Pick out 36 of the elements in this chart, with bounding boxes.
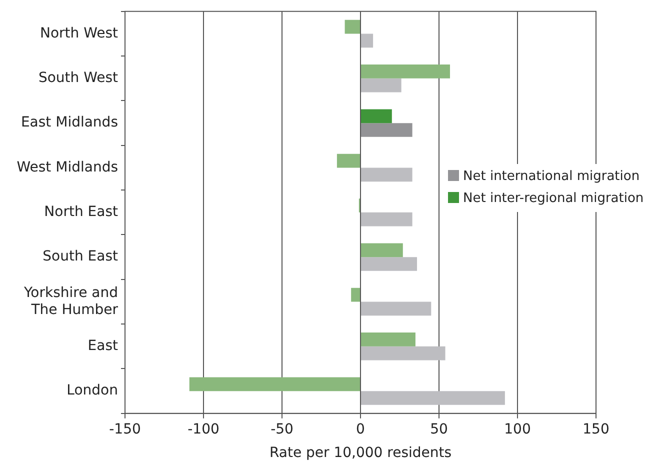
x-tick-label: -100	[188, 421, 220, 438]
y-tick-label: London	[66, 382, 118, 399]
y-tick-label: South East	[42, 248, 118, 265]
bar	[361, 109, 392, 124]
y-tick-label: West Midlands	[16, 159, 118, 176]
x-tick-label: 100	[504, 421, 531, 438]
x-tick-label: 50	[430, 421, 448, 438]
bar	[189, 377, 360, 392]
bar	[351, 288, 360, 302]
y-tick-label: Yorkshire and The Humber	[22, 284, 118, 318]
legend-label: Net international migration	[463, 169, 640, 184]
bar	[361, 243, 403, 258]
y-tick-label: South West	[38, 70, 119, 86]
bar	[361, 78, 402, 92]
bar	[344, 20, 360, 34]
bar	[361, 64, 450, 78]
y-tick-label: North East	[44, 204, 118, 220]
legend-label: Net inter-regional migration	[463, 191, 644, 206]
bar	[361, 332, 416, 346]
bar	[361, 302, 432, 316]
y-tick-label: North West	[40, 25, 119, 42]
x-tick-label: 0	[356, 421, 365, 438]
x-tick-label: 150	[582, 421, 610, 438]
bar	[361, 212, 412, 226]
bar	[361, 257, 418, 271]
bar	[361, 391, 505, 405]
y-tick-label: East	[88, 338, 118, 354]
x-tick-label: -150	[109, 421, 141, 438]
bar	[361, 346, 446, 360]
x-tick-label: -50	[270, 421, 294, 438]
y-tick-label: East Midlands	[20, 114, 118, 131]
x-axis-title: Rate per 10,000 residents	[269, 445, 452, 462]
bar	[336, 154, 360, 168]
bar	[361, 123, 412, 137]
bar	[361, 168, 412, 182]
bar	[361, 34, 374, 48]
